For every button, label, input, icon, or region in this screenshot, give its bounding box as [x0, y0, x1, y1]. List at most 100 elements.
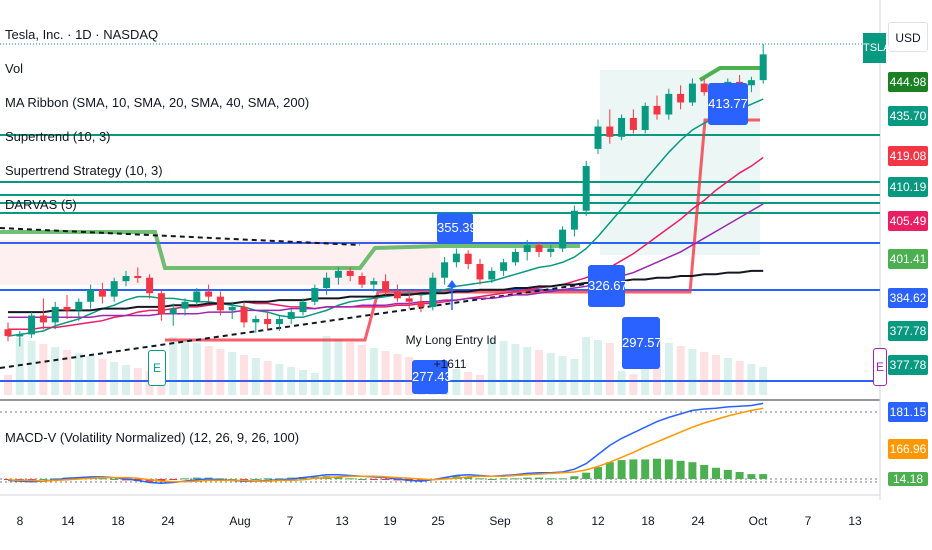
- candle-body: [252, 318, 260, 323]
- x-tick-label: 18: [111, 514, 125, 528]
- candle-body: [393, 291, 401, 299]
- symbol-title: Tesla, Inc. · 1D · NASDAQ: [5, 27, 159, 42]
- x-tick-label: 14: [61, 514, 75, 528]
- volume-bar: [452, 369, 461, 395]
- volume-bar: [558, 356, 567, 395]
- x-tick-label: 13: [335, 514, 349, 528]
- indicator-ma-ribbon[interactable]: MA Ribbon (SMA, 10, SMA, 20, SMA, 40, SM…: [5, 95, 310, 110]
- volume-bar: [570, 359, 579, 395]
- macd-tag: 166.96: [888, 439, 928, 459]
- macd-histogram-bar: [4, 479, 12, 480]
- candle-body: [452, 253, 460, 263]
- macd-histogram-bar: [546, 478, 555, 480]
- currency-button[interactable]: USD: [888, 22, 928, 52]
- x-tick-label: 25: [431, 514, 445, 528]
- indicator-supertrend[interactable]: Supertrend (10, 3): [5, 129, 111, 144]
- macd-histogram-bar: [558, 478, 567, 480]
- macd-histogram-bar: [358, 479, 366, 480]
- candle-body: [169, 308, 177, 314]
- volume-bar: [299, 370, 307, 395]
- indicator-macd[interactable]: MACD-V (Volatility Normalized) (12, 26, …: [5, 430, 300, 445]
- macd-tag: 181.15: [888, 402, 928, 422]
- x-tick-label: Oct: [748, 514, 768, 528]
- volume-bar: [86, 356, 95, 395]
- macd-histogram-bar: [39, 479, 48, 480]
- x-tick-label: 8: [546, 514, 554, 528]
- candle-body: [146, 277, 154, 294]
- candle-body: [759, 54, 767, 81]
- volume-bar: [133, 368, 142, 395]
- marker-edge: E: [873, 348, 887, 386]
- supertrend-up-top: [698, 66, 760, 82]
- candle-body: [700, 83, 708, 93]
- volume-bar: [334, 339, 343, 395]
- indicator-supertrend-strategy[interactable]: Supertrend Strategy (10, 3): [5, 163, 163, 178]
- candle-body: [677, 93, 685, 103]
- candle-body: [570, 210, 578, 230]
- x-tick-label: Sep: [489, 514, 511, 528]
- candle-body: [110, 281, 118, 297]
- candle-body: [122, 276, 130, 282]
- volume-bar: [192, 343, 201, 395]
- volume-bar: [27, 341, 36, 395]
- candle-body: [63, 306, 71, 311]
- macd-tag: 14.18: [888, 472, 928, 486]
- ma-line: [8, 203, 764, 318]
- macd-histogram-bar: [476, 478, 484, 480]
- candle-body: [4, 329, 12, 337]
- ma-line: [8, 156, 764, 331]
- volume-bar: [381, 351, 390, 395]
- macd-histogram-bar: [676, 460, 685, 479]
- indicator-vol[interactable]: Vol: [5, 61, 24, 76]
- candle-body: [75, 301, 83, 311]
- x-tick-label: Aug: [229, 514, 251, 528]
- volume-bar: [110, 362, 119, 395]
- volume-bar: [204, 346, 213, 395]
- volume-bar: [759, 367, 768, 395]
- price-tag: 435.70: [888, 106, 928, 126]
- volume-bar: [181, 340, 189, 395]
- candle-body: [287, 312, 295, 319]
- candle-body: [629, 117, 637, 130]
- candle-body: [747, 80, 755, 86]
- macd-signal-line: [7, 407, 764, 483]
- price-tag: 419.08: [888, 146, 928, 166]
- candle-body: [370, 281, 378, 285]
- candle-body: [98, 289, 106, 297]
- macd-histogram-bar: [723, 469, 732, 479]
- volume-bar: [98, 359, 107, 395]
- volume-bar: [712, 355, 720, 395]
- volume-bar: [747, 364, 756, 395]
- macd-histogram-bar: [417, 479, 425, 482]
- macd-histogram-bar: [570, 476, 579, 479]
- macd-histogram-bar: [605, 462, 614, 479]
- macd-histogram-bar: [499, 478, 508, 480]
- volume-bar: [523, 347, 532, 395]
- volume-bar: [700, 352, 709, 395]
- volume-bar: [369, 348, 378, 395]
- supertrend-fill: [0, 240, 440, 285]
- macd-histogram-bar: [98, 478, 107, 480]
- volume-bar: [393, 354, 402, 395]
- candle-body: [535, 245, 543, 252]
- volume-bar: [594, 340, 602, 395]
- x-tick-label: 13: [848, 514, 862, 528]
- volume-bar: [122, 365, 130, 395]
- price-tag: 401.41: [888, 249, 928, 269]
- trend-line-lower: [0, 281, 601, 369]
- macd-histogram-bar: [617, 460, 626, 479]
- macd-histogram-bar: [110, 479, 119, 480]
- macd-histogram-bar: [169, 479, 178, 480]
- macd-histogram-bar: [747, 474, 756, 479]
- indicator-darvas[interactable]: DARVAS (5): [5, 197, 77, 212]
- entry-marker: E: [148, 350, 166, 386]
- x-tick-label: 7: [286, 514, 294, 528]
- macd-histogram-bar: [157, 479, 166, 482]
- candle-body: [405, 298, 413, 302]
- candle-body: [240, 306, 248, 323]
- candle-body: [559, 229, 567, 249]
- ticker-badge: TSLA: [863, 33, 891, 63]
